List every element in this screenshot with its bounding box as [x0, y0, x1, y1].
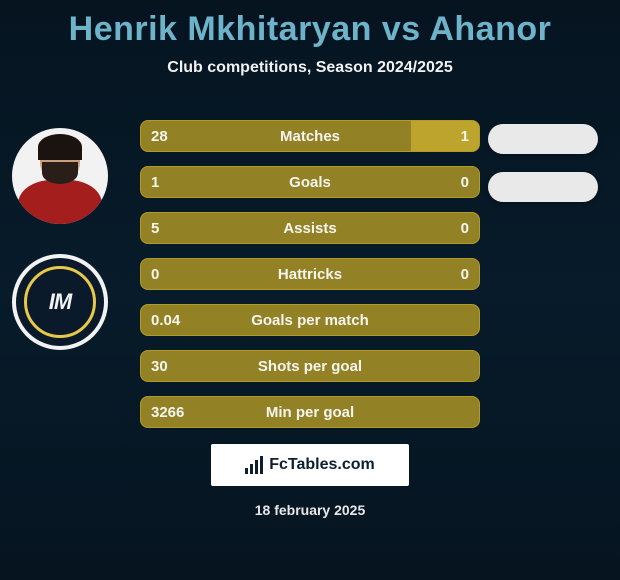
club-badge-monogram: IM: [49, 289, 71, 315]
avatar-shirt: [18, 180, 102, 224]
stat-row: 0Hattricks0: [140, 258, 480, 290]
stat-rows: 28Matches11Goals05Assists00Hattricks00.0…: [140, 120, 480, 442]
stat-label: Goals: [141, 167, 479, 197]
opponent-pill-2: [488, 172, 598, 202]
stat-value-right: 1: [461, 121, 469, 151]
stat-label: Shots per goal: [141, 351, 479, 381]
comparison-card: Henrik Mkhitaryan vs Ahanor Club competi…: [0, 0, 620, 580]
stat-row: 3266Min per goal: [140, 396, 480, 428]
opponent-pill-1: [488, 124, 598, 154]
avatar-beard: [42, 162, 78, 184]
player-avatar: [12, 128, 108, 224]
page-title: Henrik Mkhitaryan vs Ahanor: [0, 0, 620, 49]
stat-row: 30Shots per goal: [140, 350, 480, 382]
stat-value-right: 0: [461, 213, 469, 243]
date-text: 18 february 2025: [0, 502, 620, 518]
stat-label: Min per goal: [141, 397, 479, 427]
branding-badge: FcTables.com: [211, 444, 409, 486]
stat-label: Assists: [141, 213, 479, 243]
branding-text: FcTables.com: [269, 456, 375, 474]
stat-label: Hattricks: [141, 259, 479, 289]
avatar-hair: [38, 134, 82, 160]
stat-row: 1Goals0: [140, 166, 480, 198]
stat-label: Matches: [141, 121, 479, 151]
stat-value-right: 0: [461, 167, 469, 197]
branding-bars-icon: [245, 456, 263, 474]
stat-row: 5Assists0: [140, 212, 480, 244]
club-badge: IM: [12, 254, 108, 350]
stat-row: 28Matches1: [140, 120, 480, 152]
stat-label: Goals per match: [141, 305, 479, 335]
stat-row: 0.04Goals per match: [140, 304, 480, 336]
club-badge-ring: IM: [24, 266, 96, 338]
page-subtitle: Club competitions, Season 2024/2025: [0, 59, 620, 77]
stat-value-right: 0: [461, 259, 469, 289]
